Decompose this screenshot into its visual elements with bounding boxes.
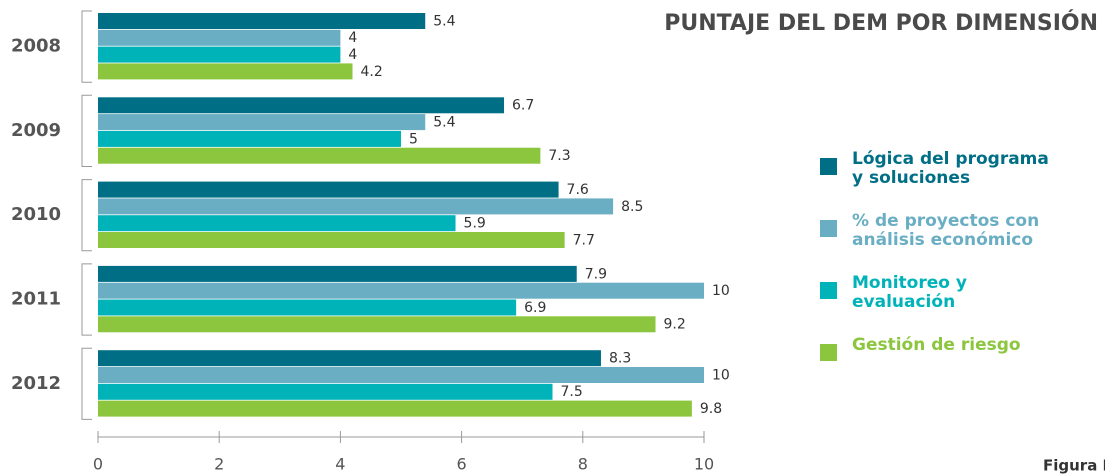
legend-swatch: [820, 282, 837, 299]
chart-title: PUNTAJE DEL DEM POR DIMENSIÓN: [664, 10, 1098, 36]
bar: [98, 367, 704, 383]
value-label: 6.7: [512, 98, 534, 114]
y-tick-label: 2011: [11, 289, 61, 310]
bracket: [81, 10, 92, 83]
value-label: 5.4: [433, 115, 455, 131]
legend-swatch: [820, 220, 837, 237]
value-label: 10: [712, 367, 730, 383]
y-tick-label: 2010: [11, 204, 61, 225]
value-label: 4: [348, 47, 357, 63]
value-label: 7.7: [573, 232, 595, 248]
bar: [98, 282, 704, 299]
bar: [98, 13, 426, 29]
value-label: 9.2: [664, 317, 686, 333]
value-label: 8.5: [621, 199, 643, 215]
bar: [98, 114, 426, 131]
legend-label: Lógica del programa y soluciones: [852, 149, 1049, 188]
value-label: 7.5: [561, 384, 583, 400]
value-label: 6.9: [524, 300, 546, 316]
bar: [98, 63, 353, 80]
value-label: 7.3: [548, 148, 570, 164]
bar: [98, 265, 577, 282]
bracket: [81, 347, 92, 420]
value-label: 5: [409, 131, 418, 147]
value-label: 5.4: [433, 13, 455, 29]
bar: [98, 400, 692, 417]
value-label: 5.9: [464, 216, 486, 232]
bar: [98, 316, 656, 333]
value-label: 4.2: [361, 64, 383, 80]
bar: [98, 29, 341, 46]
value-label: 7.6: [567, 182, 589, 198]
legend-label: Gestión de riesgo: [852, 335, 1021, 355]
legend-label: % de proyectos con análisis económico: [852, 211, 1040, 250]
x-tick-label: 10: [694, 455, 714, 474]
legend-swatch: [820, 158, 837, 175]
value-label: 10: [712, 283, 730, 299]
bar: [98, 350, 601, 367]
bar: [98, 232, 565, 248]
bar: [98, 383, 553, 400]
y-tick-label: 2012: [11, 373, 61, 394]
value-label: 4: [348, 30, 357, 46]
value-label: 9.8: [700, 401, 722, 417]
x-tick-label: 8: [578, 455, 588, 474]
bracket: [81, 179, 92, 252]
value-label: 7.9: [585, 266, 607, 282]
legend-swatch: [820, 344, 837, 361]
x-tick-label: 6: [457, 455, 467, 474]
bar: [98, 198, 614, 215]
bar: [98, 46, 341, 63]
bar: [98, 97, 505, 114]
bar: [98, 215, 456, 232]
bar: [98, 299, 517, 316]
legend-label: Monitoreo y evaluación: [852, 273, 967, 312]
x-tick-label: 2: [214, 455, 224, 474]
bar: [98, 147, 541, 164]
bracket: [81, 94, 92, 167]
bar: [98, 181, 559, 198]
y-tick-label: 2009: [11, 120, 61, 141]
bar: [98, 130, 401, 147]
x-tick-label: 4: [335, 455, 345, 474]
y-tick-label: 2008: [11, 36, 61, 57]
x-tick-label: 0: [93, 455, 103, 474]
value-label: 8.3: [609, 351, 631, 367]
footer: Figura I: [1043, 457, 1105, 475]
bracket: [81, 263, 92, 336]
